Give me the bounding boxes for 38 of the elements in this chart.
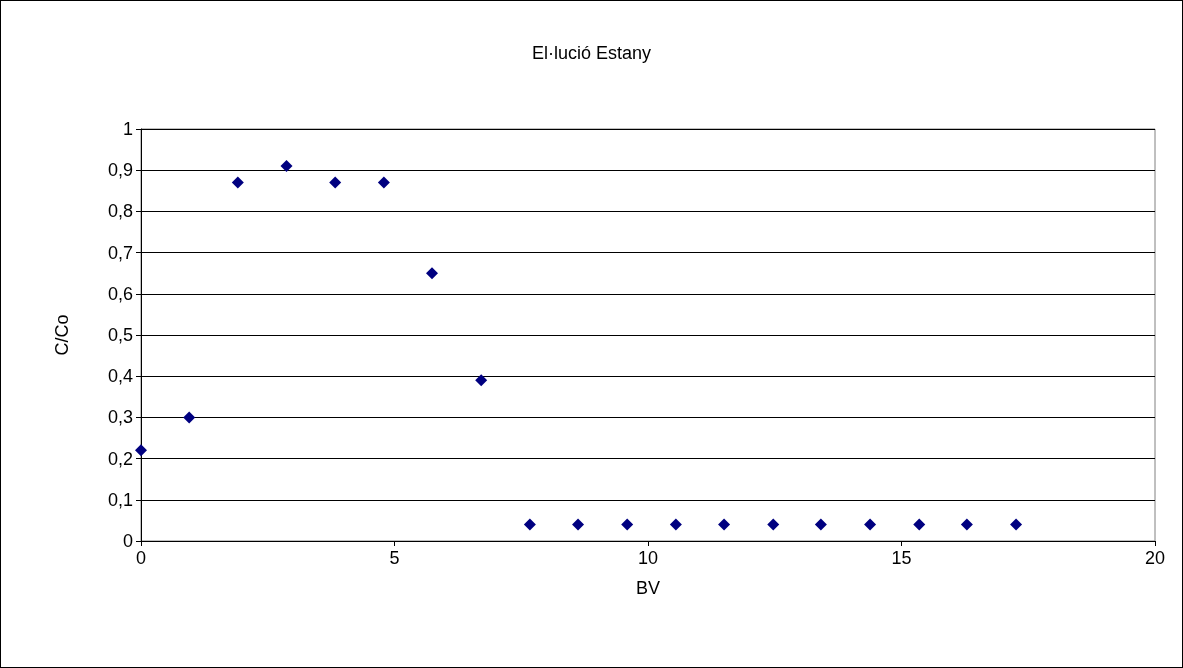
y-tick-label: 0,1 <box>107 489 133 510</box>
point <box>183 411 196 424</box>
x-tick-label: 15 <box>891 548 912 568</box>
x-tick-label: 0 <box>135 548 147 568</box>
y-tick-label: 0,9 <box>107 160 133 181</box>
y-tick-label: 0,8 <box>107 201 133 222</box>
point <box>864 518 877 531</box>
point <box>329 176 342 189</box>
y-tick-label: 0,5 <box>107 325 133 345</box>
point <box>669 518 682 531</box>
x-tick-label: 20 <box>1144 548 1166 568</box>
chart-title: El·lució Estany <box>531 43 652 63</box>
point <box>135 444 147 457</box>
x-tick-label: 5 <box>389 548 400 568</box>
point <box>377 176 390 189</box>
point <box>960 518 973 531</box>
y-tick-label: 0 <box>122 531 133 551</box>
point <box>913 518 926 531</box>
point <box>523 518 536 531</box>
point <box>1010 518 1023 531</box>
y-tick-label: 0,7 <box>107 242 133 263</box>
y-tick-label: 1 <box>122 119 133 139</box>
y-tick-label: 0,2 <box>107 448 133 469</box>
point <box>475 374 488 387</box>
point <box>767 518 780 531</box>
point <box>231 176 244 189</box>
point <box>814 518 827 531</box>
y-tick-label: 0,4 <box>107 366 133 387</box>
y-tick-label: 0,6 <box>107 283 133 304</box>
y-axis-title: C/Co <box>52 314 72 356</box>
point <box>718 518 731 531</box>
y-tick-label: 0,3 <box>107 407 133 428</box>
x-axis-title: BV <box>635 578 661 598</box>
point <box>621 518 634 531</box>
point <box>426 267 439 280</box>
point <box>280 160 293 173</box>
point <box>572 518 585 531</box>
x-tick-label: 10 <box>637 548 659 568</box>
